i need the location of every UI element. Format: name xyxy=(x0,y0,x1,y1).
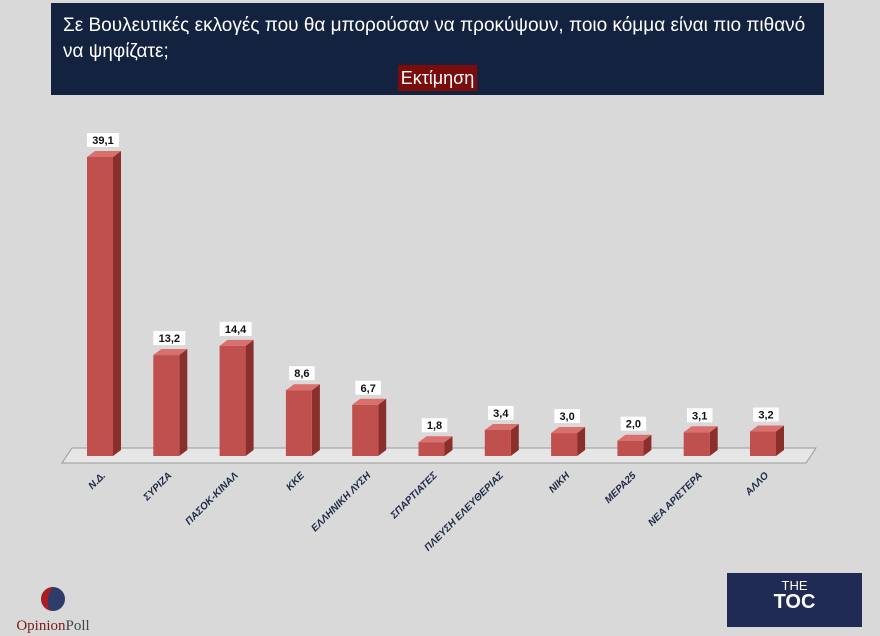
chart-title: Σε Βουλευτικές εκλογές που θα μπορούσαν … xyxy=(63,15,806,62)
bar-side xyxy=(577,427,586,456)
bar xyxy=(551,433,578,456)
bar xyxy=(418,442,445,456)
category-label: ΝΕΑ ΑΡΙΣΤΕΡΑ xyxy=(646,470,704,528)
data-label-bg xyxy=(753,407,779,422)
bar-top xyxy=(87,151,121,157)
bar-side xyxy=(311,384,320,456)
logo-text: Poll xyxy=(65,618,90,634)
data-label-bg xyxy=(355,380,381,395)
data-label-bg xyxy=(620,416,647,431)
category-label: Ν.Δ. xyxy=(87,470,109,492)
bar-top xyxy=(750,425,784,432)
opinion-poll-logo-icon xyxy=(41,587,65,611)
data-label: 6,7 xyxy=(361,383,376,395)
chart-subtitle: Εκτίμηση xyxy=(397,65,478,91)
bar-side xyxy=(245,339,254,456)
bar-side xyxy=(444,436,453,456)
logo-text: Opinion xyxy=(16,618,66,634)
logo-text: TOC xyxy=(773,591,816,613)
data-label: 3,1 xyxy=(692,410,707,422)
data-label: 13,2 xyxy=(159,333,180,345)
bar-top xyxy=(219,339,254,346)
category-label: ΑΛΛΟ xyxy=(743,470,772,499)
bar xyxy=(750,431,776,456)
bar xyxy=(219,345,246,456)
bar xyxy=(683,432,710,456)
data-label-bg xyxy=(421,418,448,433)
data-label: 3,2 xyxy=(758,410,773,422)
bar xyxy=(352,404,379,456)
bar-side xyxy=(378,398,387,456)
bar-top xyxy=(551,427,586,434)
bar xyxy=(87,157,113,456)
data-label: 14,4 xyxy=(225,324,247,336)
bar-side xyxy=(709,426,718,456)
bar-side xyxy=(776,425,784,456)
category-label: ΕΛΛΗΝΙΚΗ ΛΥΣΗ xyxy=(309,470,373,534)
logo-text: THE xyxy=(781,578,808,593)
bar xyxy=(153,355,180,456)
category-label: ΠΑΣΟΚ-ΚΙΝΑΛ xyxy=(184,470,241,527)
bar xyxy=(484,430,511,456)
data-label-bg xyxy=(219,321,252,336)
data-label-bg xyxy=(488,406,514,420)
data-label-bg xyxy=(554,409,580,424)
category-label: ΝΙΚΗ xyxy=(547,470,573,496)
the-toc-logo: THE TOC xyxy=(727,573,862,627)
data-label-bg xyxy=(87,133,119,147)
bar-side xyxy=(179,349,188,456)
data-label: 1,8 xyxy=(427,420,442,432)
bar-top xyxy=(683,426,718,433)
bar-side xyxy=(113,151,121,456)
data-label: 39,1 xyxy=(92,135,113,147)
bar-top xyxy=(352,398,387,405)
category-label: ΣΥΡΙΖΑ xyxy=(141,470,174,503)
data-label: 3,4 xyxy=(493,408,509,420)
bar-top xyxy=(617,434,652,441)
bar xyxy=(285,390,312,456)
bar-top xyxy=(484,424,519,430)
data-label: 2,0 xyxy=(626,419,641,431)
data-label-bg xyxy=(686,408,713,423)
category-label: ΜΕΡΑ25 xyxy=(603,470,639,506)
bar-top xyxy=(418,436,453,443)
category-label: ΚΚΕ xyxy=(284,470,307,493)
category-label: ΣΠΑΡΤΙΑΤΕΣ xyxy=(388,470,440,522)
chart-header: Σε Βουλευτικές εκλογές που θα μπορούσαν … xyxy=(51,3,824,95)
data-label-bg xyxy=(289,366,315,381)
bar-side xyxy=(643,434,652,456)
opinion-poll-logo: OpinionPoll xyxy=(8,585,98,635)
data-label: 8,6 xyxy=(294,368,309,380)
data-label-bg xyxy=(153,331,186,346)
bar-top xyxy=(285,384,320,391)
data-label: 3,0 xyxy=(559,411,574,423)
bar xyxy=(617,440,644,456)
bar-side xyxy=(510,424,519,456)
bar-top xyxy=(153,349,188,356)
